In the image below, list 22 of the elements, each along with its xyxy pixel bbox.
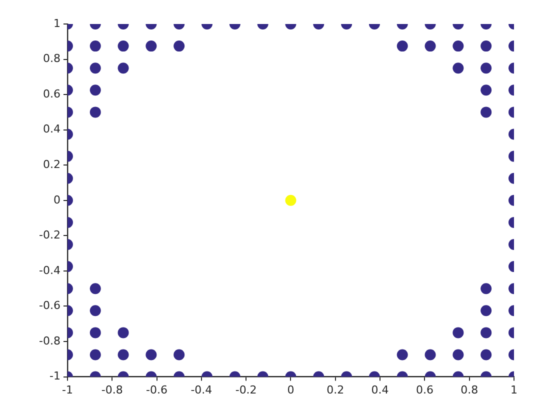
x-tick-label: -0.8 (101, 383, 123, 396)
y-tick-label: 1 (53, 16, 60, 30)
y-tick-label: 0 (53, 193, 60, 206)
x-tick-label: 0.4 (371, 383, 389, 396)
y-tick-label: -0.8 (38, 334, 60, 348)
x-tick-label: -0.6 (146, 383, 168, 396)
x-tick-label: -0.4 (190, 383, 212, 396)
y-tick-label: 0.8 (42, 52, 60, 66)
x-tick-label: -1 (62, 383, 73, 396)
y-tick-label: 0.6 (42, 87, 60, 100)
x-tick-label: 0.6 (416, 383, 434, 396)
y-tick-label: -0.2 (38, 228, 60, 242)
y-tick-label: -0.6 (38, 299, 60, 312)
x-tick-label: 0.2 (326, 383, 344, 396)
y-tick-label: 0.2 (42, 158, 60, 171)
x-tick-label: 1 (510, 383, 518, 396)
y-tick-label: -1 (49, 370, 60, 383)
y-tick-label: -0.4 (38, 264, 60, 277)
x-tick-label: -0.2 (235, 383, 257, 396)
x-tick-label: 0.8 (460, 383, 478, 396)
y-tick-label: 0.4 (42, 122, 60, 136)
x-tick-label: 0 (287, 383, 294, 396)
